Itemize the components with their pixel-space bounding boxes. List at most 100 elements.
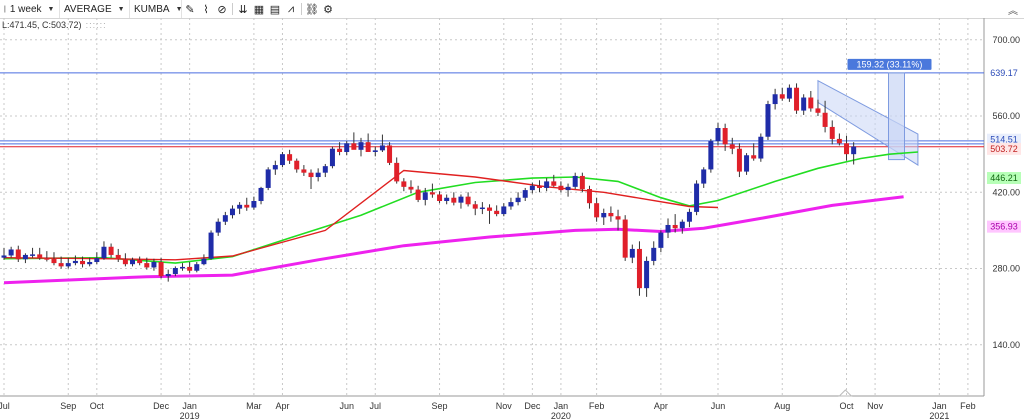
hide-drawings-icon[interactable]: ⊘: [217, 3, 227, 16]
x-tick-label: Feb: [589, 401, 605, 411]
candle-body: [101, 246, 107, 259]
candle-body: [751, 155, 757, 159]
draw-curves-icon[interactable]: ⌇: [203, 3, 209, 16]
scroll-marker-icon: [838, 389, 853, 397]
candle-body: [351, 143, 357, 150]
layout-grid-icon[interactable]: ▦: [253, 3, 265, 16]
ohlc-info-line: L:471.45, C:503.72)::::::: [2, 20, 107, 30]
candle-body: [87, 262, 93, 265]
candle-body: [222, 215, 228, 222]
candle-body: [822, 112, 828, 127]
candle-body: [722, 128, 728, 145]
ohlc-info-text: L:471.45, C:503.72): [2, 20, 82, 30]
x-tick-label: Aug: [774, 401, 790, 411]
link-icon[interactable]: ⛓: [305, 3, 319, 16]
candle-body: [94, 258, 100, 263]
candle-body: [779, 94, 785, 99]
candle-body: [794, 87, 800, 111]
last-price-tag-bg: [987, 142, 1021, 155]
candle-body: [201, 258, 207, 265]
candle-body: [622, 219, 628, 258]
candle-body: [472, 204, 478, 209]
x-tick-label: Feb: [960, 401, 976, 411]
candle-body: [615, 216, 621, 220]
candle-body: [158, 262, 164, 277]
candle-body: [401, 181, 407, 187]
symbol-select[interactable]: KUMBA ▼: [130, 0, 183, 18]
candle-body: [272, 165, 278, 170]
ma-long-price-tag-bg: [987, 220, 1021, 233]
candle-body: [108, 246, 114, 255]
candle-body: [394, 162, 400, 182]
h-line-price-tag: 514.51: [990, 135, 1018, 145]
y-tick-label: 560.00: [992, 111, 1020, 121]
candle-body: [529, 185, 535, 191]
x-tick-label: Oct: [840, 401, 855, 411]
candle-body: [172, 268, 178, 274]
candle-body: [180, 266, 185, 269]
candle-body: [365, 142, 371, 152]
x-tick-label: Jul: [0, 401, 10, 411]
candle-body: [415, 189, 421, 200]
candle-body: [558, 185, 564, 191]
candle-body: [429, 192, 435, 195]
x-tick-label: Nov: [867, 401, 884, 411]
x-tick-label: Jan: [932, 401, 947, 411]
x-tick-label: Jan: [182, 401, 197, 411]
y-tick-label: 280.00: [992, 264, 1020, 274]
candle-body: [337, 148, 343, 152]
settings-gear-icon[interactable]: ⚙: [323, 3, 333, 16]
candle-body: [65, 263, 71, 267]
candle-body: [479, 207, 485, 210]
candle-body: [522, 190, 528, 198]
candle-body: [786, 87, 792, 99]
candle-body: [579, 175, 585, 190]
x-tick-label: Jun: [711, 401, 726, 411]
collapse-chevron-icon[interactable]: ︽: [1008, 6, 1018, 17]
candle-body: [165, 273, 171, 277]
x-year-label: 2021: [929, 411, 949, 420]
candle-body: [658, 232, 664, 248]
candle-body: [672, 224, 678, 229]
measure-label-bg: [847, 58, 932, 70]
candle-body: [465, 196, 471, 205]
candle-body: [187, 266, 193, 271]
candle-body: [358, 142, 364, 150]
candle-body: [408, 186, 414, 190]
toolbar-divider: [301, 3, 302, 15]
candle-body: [287, 154, 293, 161]
sort-descending-icon[interactable]: ⇊: [238, 3, 248, 16]
candle-body: [551, 181, 557, 186]
chart-toolbar: | 1 week ▼ AVERAGE ▼ KUMBA ▼ ✎ ⌇ ⊘ ⇊ ▦ ▤…: [0, 0, 1024, 19]
indicators-icon[interactable]: ▤: [269, 3, 281, 16]
chart-style-select[interactable]: AVERAGE ▼: [60, 0, 130, 18]
candle-body: [736, 148, 742, 172]
candle-body: [372, 150, 378, 152]
candle-body: [137, 259, 143, 264]
candle-body: [765, 104, 771, 137]
pencil-icon[interactable]: ✎: [185, 3, 195, 16]
price-chart[interactable]: 700.00 560.00 420.00 280.00 140.00 Jul Sep Oct D…: [0, 18, 1024, 420]
candle-body: [544, 181, 550, 188]
candle-body: [665, 224, 671, 233]
candle-body: [329, 148, 335, 167]
candle-body: [322, 166, 328, 173]
candle-body: [237, 204, 243, 209]
candle-body: [844, 143, 850, 155]
candle-body: [808, 97, 814, 109]
candle-body: [44, 258, 50, 260]
ma-mid-price-tag-bg: [987, 172, 1021, 185]
x-tick-label: Apr: [275, 401, 289, 411]
candle-body: [80, 260, 86, 265]
candle-body: [22, 254, 28, 260]
measure-box: [888, 72, 905, 161]
y-tick-label: 700.00: [992, 35, 1020, 45]
candle-body: [565, 186, 571, 191]
candle-body: [744, 155, 750, 172]
candle-body: [444, 197, 450, 202]
candle-body: [294, 160, 300, 170]
trend-chart-icon[interactable]: ⩘: [287, 2, 295, 15]
candle-body: [708, 141, 714, 170]
period-select[interactable]: | 1 week ▼: [0, 0, 60, 18]
candle-body: [694, 183, 700, 212]
